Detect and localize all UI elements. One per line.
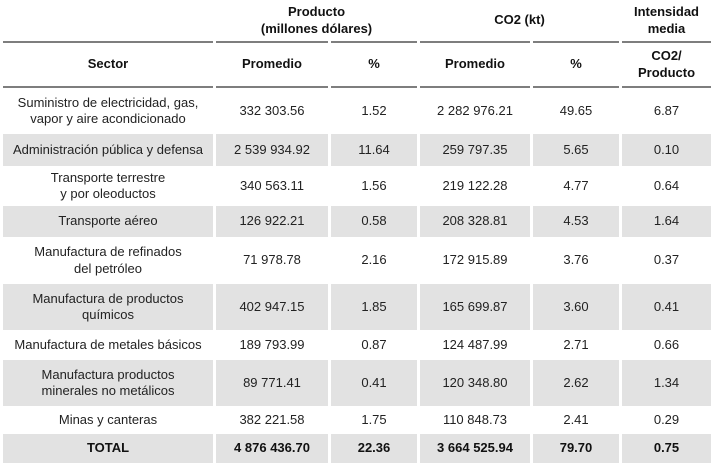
co2-pct-cell: 4.77 [563, 177, 589, 193]
intensidad-cell: 0.10 [622, 134, 711, 166]
intensidad-cell: 0.64 [653, 177, 680, 193]
producto-pct-cell: 0.41 [331, 360, 417, 406]
table-row: Manufactura de metales básicos 189 793.9… [3, 330, 711, 360]
total-row: TOTAL 4 876 436.70 22.36 3 664 525.94 79… [3, 434, 711, 463]
sector-cell: Manufactura productos minerales no metál… [3, 360, 213, 406]
co2-promedio-cell: 208 328.81 [420, 206, 530, 237]
producto-promedio-cell: 89 771.41 [216, 360, 328, 406]
co2-promedio-cell: 2 282 976.21 [437, 102, 513, 118]
table-row: Administración pública y defensa 2 539 9… [3, 134, 711, 166]
sector-cell: Transporte terrestre y por oleoductos [50, 169, 166, 201]
column-header-co2-pct: % [533, 41, 619, 88]
intensidad-cell: 0.66 [653, 336, 680, 352]
producto-pct-cell: 0.58 [331, 206, 417, 237]
co2-promedio-cell: 120 348.80 [420, 360, 530, 406]
co2-promedio-cell: 110 848.73 [442, 411, 508, 427]
table-row: Manufactura de productos químicos 402 94… [3, 284, 711, 330]
intensidad-cell: 0.37 [653, 252, 680, 268]
co2-promedio-cell: 259 797.35 [420, 134, 530, 166]
producto-pct-cell: 2.16 [361, 252, 387, 268]
intensidad-cell: 0.29 [653, 411, 680, 427]
column-header-row: Sector Promedio % Promedio % CO2/ Produc… [3, 41, 711, 88]
producto-promedio-cell: 126 922.21 [216, 206, 328, 237]
producto-promedio-cell: 189 793.99 [239, 336, 305, 352]
producto-promedio-cell: 2 539 934.92 [216, 134, 328, 166]
co2-promedio-cell: 172 915.89 [442, 252, 508, 268]
co2-pct-cell: 49.65 [559, 102, 593, 118]
table-row: Transporte terrestre y por oleoductos 34… [3, 166, 711, 206]
group-header-producto: Producto (millones dólares) [260, 4, 373, 36]
producto-pct-cell: 1.52 [361, 102, 387, 118]
producto-promedio-cell: 382 221.58 [239, 411, 305, 427]
sector-cell: Minas y canteras [58, 411, 158, 427]
column-header-sector: Sector [3, 41, 213, 88]
total-co2-promedio: 3 664 525.94 [420, 434, 530, 463]
group-header-empty [3, 0, 213, 41]
intensidad-cell: 0.41 [622, 284, 711, 330]
group-header-intensidad: Intensidad media [633, 4, 699, 36]
co2-pct-cell: 3.76 [563, 252, 589, 268]
intensidad-cell: 1.64 [622, 206, 711, 237]
co2-pct-cell: 4.53 [533, 206, 619, 237]
column-header-producto-pct: % [331, 41, 417, 88]
total-intensidad: 0.75 [622, 434, 711, 463]
producto-promedio-cell: 402 947.15 [216, 284, 328, 330]
producto-pct-cell: 11.64 [331, 134, 417, 166]
producto-pct-cell: 1.85 [331, 284, 417, 330]
sector-cell: Administración pública y defensa [3, 134, 213, 166]
total-producto-promedio: 4 876 436.70 [216, 434, 328, 463]
group-header-co2: CO2 (kt) [494, 12, 545, 28]
intensidad-cell: 6.87 [653, 102, 680, 118]
producto-pct-cell: 0.87 [361, 336, 387, 352]
group-header-row: Producto (millones dólares) CO2 (kt) Int… [3, 0, 711, 41]
sector-cell: Manufactura de metales básicos [14, 336, 202, 352]
total-label: TOTAL [3, 434, 213, 463]
sector-cell: Transporte aéreo [3, 206, 213, 237]
table-body: Suministro de electricidad, gas, vapor y… [3, 88, 711, 463]
co2-promedio-cell: 165 699.87 [420, 284, 530, 330]
table-header: Producto (millones dólares) CO2 (kt) Int… [3, 0, 711, 88]
co2-pct-cell: 2.71 [563, 336, 589, 352]
sector-cell: Suministro de electricidad, gas, vapor y… [17, 94, 199, 126]
table-row: Suministro de electricidad, gas, vapor y… [3, 88, 711, 134]
intensidad-cell: 1.34 [622, 360, 711, 406]
producto-promedio-cell: 332 303.56 [239, 102, 305, 118]
total-producto-pct: 22.36 [331, 434, 417, 463]
sector-cell: Manufactura de refinados del petróleo [34, 244, 182, 276]
producto-promedio-cell: 71 978.78 [243, 252, 301, 268]
producto-pct-cell: 1.75 [361, 411, 387, 427]
co2-promedio-cell: 124 487.99 [442, 336, 508, 352]
producto-promedio-cell: 340 563.11 [239, 177, 305, 193]
co2-pct-cell: 2.62 [533, 360, 619, 406]
total-co2-pct: 79.70 [533, 434, 619, 463]
co2-pct-cell: 5.65 [533, 134, 619, 166]
producto-pct-cell: 1.56 [361, 177, 387, 193]
column-header-intensidad: CO2/ Producto [622, 41, 711, 88]
table-row: Transporte aéreo 126 922.21 0.58 208 328… [3, 206, 711, 237]
co2-pct-cell: 3.60 [533, 284, 619, 330]
co2-pct-cell: 2.41 [563, 411, 589, 427]
table-row: Manufactura de refinados del petróleo 71… [3, 237, 711, 284]
sector-cell: Manufactura de productos químicos [3, 284, 213, 330]
table-row: Manufactura productos minerales no metál… [3, 360, 711, 406]
table-row: Minas y canteras 382 221.58 1.75 110 848… [3, 406, 711, 434]
column-header-co2-promedio: Promedio [420, 41, 530, 88]
column-header-producto-promedio: Promedio [216, 41, 328, 88]
co2-promedio-cell: 219 122.28 [442, 177, 508, 193]
